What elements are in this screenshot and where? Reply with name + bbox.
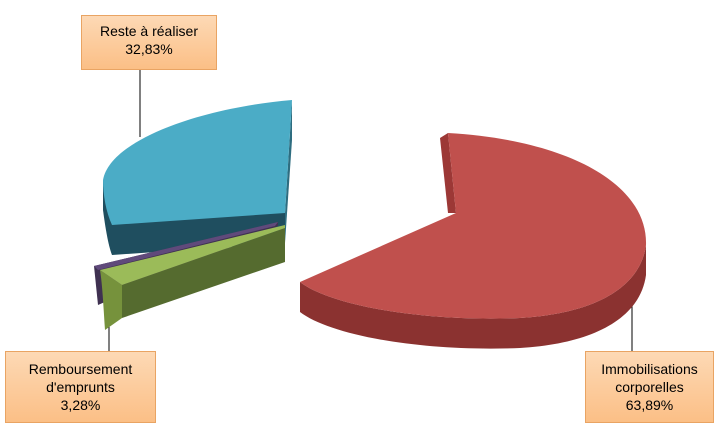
slice-reste-side-right bbox=[285, 100, 292, 243]
slice-remboursement-front bbox=[100, 270, 122, 330]
label-remboursement-line2: d'emprunts bbox=[46, 379, 115, 395]
label-reste: Reste à réaliser 32,83% bbox=[81, 15, 217, 70]
slice-remboursement bbox=[100, 225, 285, 330]
slice-sliver-top bbox=[94, 222, 278, 270]
label-remboursement-value: 3,28% bbox=[60, 397, 101, 413]
label-remboursement-line1: Remboursement bbox=[28, 361, 133, 377]
label-reste-name: Reste à réaliser bbox=[99, 23, 199, 39]
label-immobilisations-line2: corporelles bbox=[615, 379, 684, 395]
slice-immobilisations-side bbox=[300, 245, 646, 349]
slice-reste-top bbox=[103, 100, 292, 225]
slice-immobilisations bbox=[300, 133, 647, 349]
slice-remboursement-top bbox=[100, 225, 285, 285]
slice-immobilisations-top bbox=[300, 133, 647, 319]
label-immobilisations-value: 63,89% bbox=[625, 397, 674, 413]
slice-immobilisations-inner-side bbox=[440, 133, 456, 213]
label-immobilisations-line1: Immobilisations bbox=[601, 361, 698, 377]
slice-remboursement-side bbox=[122, 228, 285, 318]
label-immobilisations: Immobilisations corporelles 63,89% bbox=[585, 351, 714, 423]
label-reste-value: 32,83% bbox=[125, 41, 173, 57]
label-remboursement: Remboursement d'emprunts 3,28% bbox=[5, 351, 156, 423]
